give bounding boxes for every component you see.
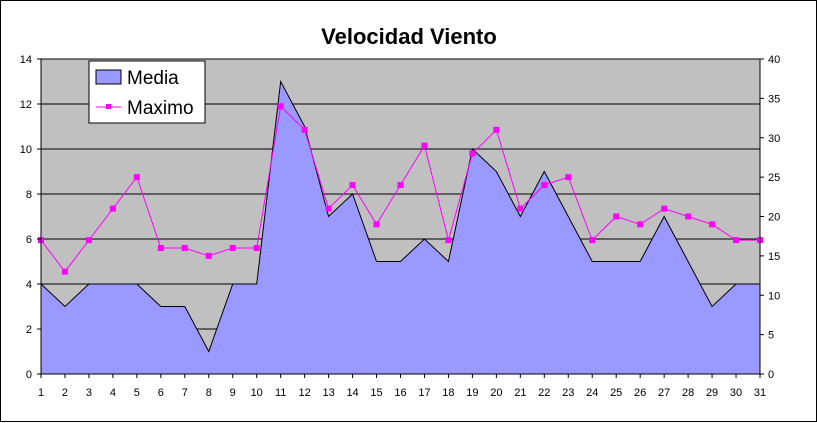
left-axis-tick-label: 14 xyxy=(20,54,32,66)
maximo-point xyxy=(373,221,380,228)
maximo-point xyxy=(253,245,260,251)
x-axis-tick-label: 16 xyxy=(394,387,406,399)
left-axis-tick-label: 8 xyxy=(26,189,32,201)
legend-maximo-marker xyxy=(106,104,111,109)
x-axis-tick-label: 5 xyxy=(134,387,140,399)
right-axis-tick-label: 0 xyxy=(768,369,774,381)
maximo-point xyxy=(325,205,332,212)
maximo-point xyxy=(397,182,404,188)
maximo-point xyxy=(709,221,716,228)
maximo-point xyxy=(613,213,620,220)
x-axis-tick-label: 6 xyxy=(158,387,164,399)
x-axis-tick-label: 10 xyxy=(251,387,263,399)
maximo-point xyxy=(661,205,668,212)
left-axis-tick-label: 6 xyxy=(26,234,32,246)
legend-media-swatch xyxy=(95,69,122,85)
legend-maximo-label: Maximo xyxy=(127,98,194,119)
maximo-point xyxy=(229,245,236,251)
maximo-point xyxy=(493,126,500,133)
x-axis-tick-label: 17 xyxy=(418,387,430,399)
maximo-point xyxy=(277,103,284,110)
x-axis-tick-label: 1 xyxy=(38,387,44,399)
x-axis-tick-label: 4 xyxy=(110,387,116,399)
maximo-point xyxy=(637,221,644,228)
right-axis-tick-label: 25 xyxy=(768,172,780,184)
right-axis-tick-label: 35 xyxy=(768,93,780,105)
left-axis-tick-label: 12 xyxy=(20,99,32,111)
right-axis-tick-label: 30 xyxy=(768,133,780,145)
maximo-point xyxy=(421,142,428,149)
x-axis-tick-label: 18 xyxy=(442,387,454,399)
maximo-point xyxy=(85,237,92,244)
x-axis-tick-label: 24 xyxy=(586,387,598,399)
maximo-point xyxy=(133,174,140,181)
x-axis-tick-label: 2 xyxy=(62,387,68,399)
maximo-point xyxy=(61,268,68,275)
maximo-point xyxy=(181,245,188,251)
x-axis-tick-label: 14 xyxy=(346,387,358,399)
maximo-point xyxy=(205,252,212,259)
x-axis-tick-label: 23 xyxy=(562,387,574,399)
left-axis-tick-label: 4 xyxy=(26,279,32,291)
x-axis-tick-label: 25 xyxy=(610,387,622,399)
maximo-point xyxy=(685,213,692,220)
right-axis-tick-label: 15 xyxy=(768,251,780,263)
x-axis-tick-label: 22 xyxy=(538,387,550,399)
left-axis-tick-label: 0 xyxy=(26,369,32,381)
x-axis-tick-label: 28 xyxy=(682,387,694,399)
chart-title: Velocidad Viento xyxy=(321,24,497,49)
x-axis-tick-label: 15 xyxy=(370,387,382,399)
maximo-point xyxy=(157,245,164,251)
x-axis-tick-label: 13 xyxy=(322,387,334,399)
x-axis-tick-label: 7 xyxy=(182,387,188,399)
right-axis-tick-label: 40 xyxy=(768,54,780,66)
maximo-point xyxy=(349,182,356,188)
x-axis-tick-label: 31 xyxy=(754,387,766,399)
x-axis-tick-label: 26 xyxy=(634,387,646,399)
maximo-point xyxy=(733,237,740,244)
right-axis-tick-label: 5 xyxy=(768,330,774,342)
maximo-point xyxy=(589,237,596,244)
maximo-point xyxy=(301,126,308,133)
x-axis-tick-label: 29 xyxy=(706,387,718,399)
maximo-point xyxy=(469,150,476,157)
x-axis-tick-label: 9 xyxy=(230,387,236,399)
legend-media-label: Media xyxy=(127,68,179,89)
x-axis-tick-label: 27 xyxy=(658,387,670,399)
x-axis-tick-label: 20 xyxy=(490,387,502,399)
x-axis-tick-label: 3 xyxy=(86,387,92,399)
left-axis-tick-label: 10 xyxy=(20,144,32,156)
maximo-point xyxy=(565,174,572,181)
legend: Media Maximo xyxy=(88,60,206,124)
x-axis-tick-label: 8 xyxy=(206,387,212,399)
media-area-outline xyxy=(40,79,760,353)
maximo-point xyxy=(517,205,524,212)
maximo-point xyxy=(445,237,452,244)
right-axis-tick-label: 20 xyxy=(768,212,780,224)
x-axis-tick-label: 11 xyxy=(275,387,286,399)
left-axis-tick-label: 2 xyxy=(26,324,32,336)
x-axis-tick-label: 12 xyxy=(299,387,311,399)
x-axis-tick-label: 21 xyxy=(514,387,526,399)
right-axis-tick-label: 10 xyxy=(768,290,780,302)
maximo-point xyxy=(541,182,548,188)
maximo-point xyxy=(109,205,116,212)
media-area xyxy=(41,81,760,374)
x-axis-tick-label: 30 xyxy=(730,387,742,399)
x-axis-tick-label: 19 xyxy=(466,387,478,399)
